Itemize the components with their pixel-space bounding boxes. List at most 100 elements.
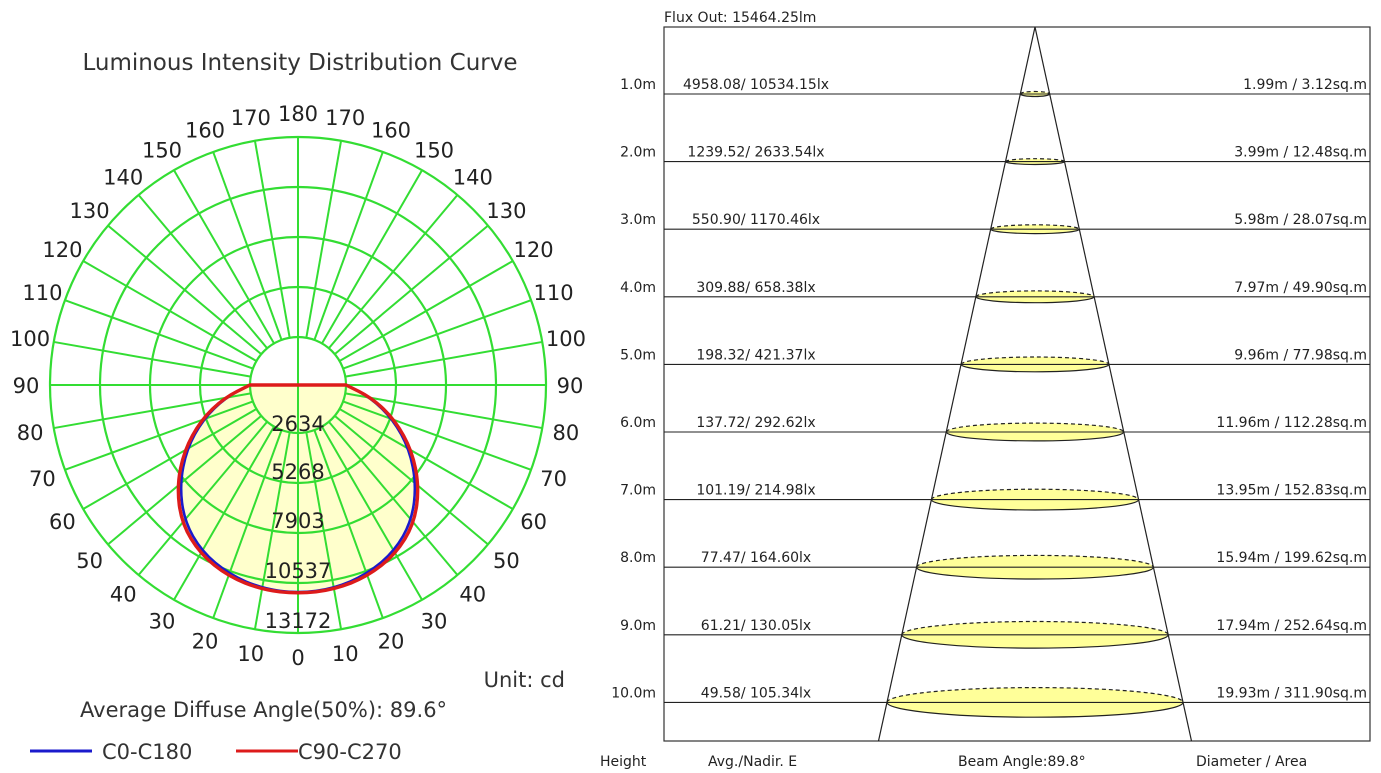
beam-spot-outline-front [901, 634, 1169, 649]
row-height-label: 1.0m [620, 77, 656, 93]
polar-angle-label: 130 [486, 199, 526, 223]
polar-ring-label: 7903 [271, 509, 324, 533]
row-diameter-area-label: 3.99m / 12.48sq.m [1234, 145, 1367, 161]
polar-angle-label: 30 [421, 610, 448, 634]
cone-spots [886, 90, 1184, 718]
polar-angle-label: 20 [378, 630, 405, 654]
polar-spoke [328, 421, 459, 576]
polar-spoke [345, 340, 543, 378]
polar-angle-label: 70 [29, 467, 56, 491]
polar-spoke [305, 432, 343, 630]
beam-spot-outline-front [886, 702, 1184, 718]
polar-angle-label: 110 [22, 281, 62, 305]
row-height-label: 7.0m [620, 483, 656, 499]
polar-angle-label: 50 [493, 549, 520, 573]
row-diameter-area-label: 9.96m / 77.98sq.m [1234, 347, 1367, 363]
row-diameter-area-label: 11.96m / 112.28sq.m [1216, 415, 1367, 431]
polar-angle-label: 100 [10, 327, 50, 351]
polar-spoke [173, 169, 275, 344]
polar-spoke [53, 340, 251, 378]
row-illuminance-label: 77.47/ 164.60lx [701, 550, 811, 566]
beam-spot-outline-back [901, 620, 1169, 635]
polar-ring-label: 10537 [265, 559, 332, 583]
row-diameter-area-label: 7.97m / 49.90sq.m [1234, 280, 1367, 296]
polar-spoke [321, 426, 423, 601]
polar-spoke [339, 408, 514, 510]
beam-spot-outline-front [960, 364, 1110, 373]
polar-angle-label: 70 [540, 467, 567, 491]
cone-rows: 1.0m 4958.08/ 10534.15lx 1.99m / 3.12sq.m 2… [611, 77, 1367, 701]
polar-spoke [64, 299, 254, 370]
polar-angle-label: 100 [546, 327, 586, 351]
polar-angle-label: 80 [553, 421, 580, 445]
row-height-label: 3.0m [620, 212, 656, 228]
polar-angle-label: 20 [192, 630, 219, 654]
row-illuminance-label: 101.19/ 214.98lx [696, 483, 815, 499]
row-illuminance-label: 309.88/ 658.38lx [696, 280, 815, 296]
polar-angle-label: 120 [514, 238, 554, 262]
legend: C0-C180 C90-C270 [30, 740, 402, 764]
polar-spoke [107, 415, 262, 546]
polar-spoke [313, 429, 384, 619]
polar-angle-label: 140 [103, 166, 143, 190]
polar-angle-label: 10 [237, 642, 264, 666]
beam-spot-outline-back [960, 356, 1110, 365]
polar-angle-labels: 0102030405060708090100110120130140150160… [10, 102, 586, 670]
legend-label-c90: C90-C270 [298, 740, 402, 764]
row-illuminance-label: 49.58/ 105.34lx [701, 685, 811, 701]
polar-angle-label: 40 [459, 582, 486, 606]
polar-ring-label: 5268 [271, 460, 324, 484]
row-illuminance-label: 550.90/ 1170.46lx [692, 212, 820, 228]
polar-spoke [82, 260, 257, 362]
row-illuminance-label: 198.32/ 421.37lx [696, 347, 815, 363]
row-height-label: 9.0m [620, 618, 656, 634]
beam-spot-outline-back [1004, 158, 1066, 163]
row-diameter-area-label: 19.93m / 311.90sq.m [1216, 685, 1367, 701]
polar-spoke [64, 400, 254, 471]
polar-spoke [339, 260, 514, 362]
polar-spoke [342, 299, 532, 370]
polar-angle-label: 90 [557, 374, 584, 398]
beam-spot-outline-back [916, 554, 1154, 568]
polar-spoke [137, 421, 268, 576]
beam-spot-outline-front [1019, 93, 1051, 98]
polar-angle-label: 150 [142, 138, 182, 162]
beam-spot-outline-back [1019, 90, 1051, 95]
row-height-label: 10.0m [611, 685, 656, 701]
polar-angle-label: 110 [534, 281, 574, 305]
beam-spot-outline-front [930, 499, 1140, 511]
footer-diameter-area-label: Diameter / Area [1196, 754, 1307, 770]
beam-spot-outline-back [975, 290, 1095, 298]
cone-edge-right [1034, 26, 1193, 742]
diffuse-angle-label: Average Diffuse Angle(50%): 89.6° [80, 698, 447, 722]
unit-label: Unit: cd [484, 668, 565, 692]
polar-angle-label: 30 [149, 610, 176, 634]
polar-ring-label: 13172 [265, 609, 332, 633]
polar-angle-label: 160 [371, 118, 411, 142]
footer-beam-angle-label: Beam Angle:89.8° [958, 754, 1086, 770]
polar-spoke [173, 426, 275, 601]
beam-spot-outline-back [945, 422, 1125, 433]
polar-angle-label: 180 [278, 102, 318, 126]
polar-spoke [53, 392, 251, 430]
row-height-label: 4.0m [620, 280, 656, 296]
polar-series-c90-c270 [176, 383, 420, 595]
row-diameter-area-label: 15.94m / 199.62sq.m [1216, 550, 1367, 566]
row-height-label: 5.0m [620, 347, 656, 363]
row-height-label: 8.0m [620, 550, 656, 566]
polar-angle-label: 10 [332, 642, 359, 666]
polar-angle-label: 50 [76, 549, 103, 573]
polar-spoke [321, 169, 423, 344]
polar-spoke [328, 194, 459, 349]
polar-angle-label: 150 [414, 138, 454, 162]
polar-angle-label: 60 [49, 510, 76, 534]
footer-height-label: Height [600, 754, 647, 770]
row-diameter-area-label: 13.95m / 152.83sq.m [1216, 483, 1367, 499]
cone-frame [663, 26, 1371, 742]
polar-angle-label: 170 [231, 106, 271, 130]
beam-spot-outline-front [945, 431, 1125, 442]
row-diameter-area-label: 1.99m / 3.12sq.m [1243, 77, 1367, 93]
beam-spot-outline-front [990, 228, 1080, 235]
polar-angle-label: 140 [453, 166, 493, 190]
